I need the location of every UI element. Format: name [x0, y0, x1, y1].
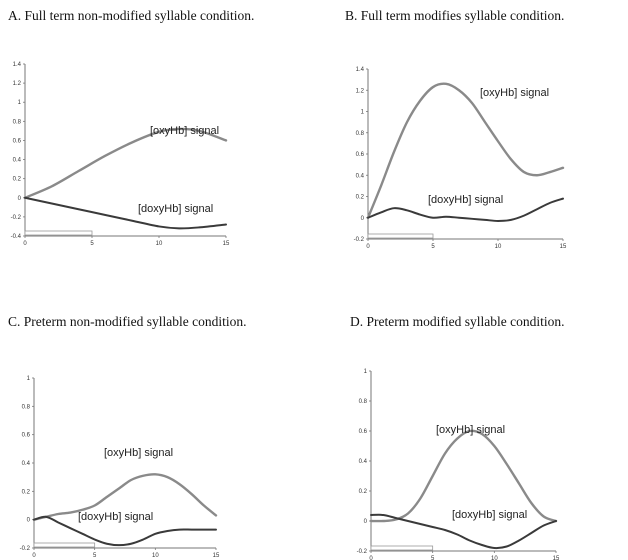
y-tick-label-c: 0.6 [22, 433, 31, 439]
y-tick-label-d: 0.2 [359, 489, 368, 495]
y-tick-label-a: 0.4 [13, 158, 22, 164]
y-tick-label-b: 1 [361, 110, 365, 116]
y-tick-label-c: -0.2 [20, 546, 31, 552]
chart-panel-c: -0.200.20.40.60.810 5 10 15[oxyHb] signal[d… [20, 376, 220, 559]
x-tick-label-d: 10 [491, 556, 498, 560]
stimulus-bar-b [367, 233, 434, 239]
y-tick-label-a: 0.6 [13, 138, 22, 144]
y-tick-label-b: 1.2 [356, 88, 365, 94]
y-tick-label-a: 1.4 [13, 62, 22, 68]
y-tick-label-c: 0 [27, 518, 31, 524]
oxy-series-line-c [32, 473, 218, 521]
x-tick-label-d: 15 [553, 556, 560, 560]
doxy-series-label-b: [doxyHb] signal [428, 194, 503, 206]
x-tick-label-a: 5 [90, 241, 94, 247]
panel-d-title: D. Preterm modified syllable condition. [350, 314, 565, 329]
doxy-series-line-a [24, 196, 227, 230]
oxy-series-label-c: [oxyHb] signal [104, 447, 173, 459]
stimulus-bar-c [33, 542, 96, 548]
x-tick-label-a: 0 [23, 241, 27, 247]
x-tick-label-b: 5 [431, 244, 435, 250]
x-tick-label-c: 5 [93, 553, 97, 559]
y-tick-label-b: 0.2 [356, 195, 365, 201]
x-tick-label-c: 15 [213, 553, 220, 559]
y-tick-label-b: 0.8 [356, 131, 365, 137]
doxy-series-label-c: [doxyHb] signal [78, 511, 153, 523]
y-tick-label-d: 0.4 [359, 459, 368, 465]
panel-b-title: B. Full term modifies syllable condition… [345, 8, 565, 23]
y-tick-label-a: -0.4 [11, 234, 22, 240]
x-tick-label-c: 10 [152, 553, 159, 559]
x-tick-label-b: 10 [495, 244, 502, 250]
oxy-series-label-d: [oxyHb] signal [436, 424, 505, 436]
y-tick-label-c: 0.4 [22, 461, 31, 467]
x-tick-label-a: 10 [156, 241, 163, 247]
y-tick-label-b: 0 [361, 216, 365, 222]
panel-a-title: A. Full term non-modified syllable condi… [8, 8, 255, 23]
y-tick-label-a: 0.8 [13, 119, 22, 125]
y-tick-label-b: 0.6 [356, 152, 365, 158]
x-tick-label-d: 5 [431, 556, 435, 560]
panel-c-title: C. Preterm non-modified syllable conditi… [8, 314, 247, 329]
oxy-series-label-b: [oxyHb] signal [480, 87, 549, 99]
doxy-series-label-d: [doxyHb] signal [452, 509, 527, 521]
x-tick-label-b: 0 [366, 244, 370, 250]
oxy-series-line-a [23, 127, 228, 199]
y-tick-label-a: 1 [18, 100, 22, 106]
chart-panel-b: -0.200.20.40.60.811.21.40 5 10 15[oxyHb] si… [354, 67, 567, 250]
y-tick-label-b: -0.2 [354, 237, 365, 243]
doxy-series-line-d [370, 513, 557, 550]
y-tick-label-c: 1 [27, 376, 31, 382]
y-tick-label-c: 0.8 [22, 404, 31, 410]
y-tick-label-d: 0.6 [359, 429, 368, 435]
x-tick-label-b: 15 [560, 244, 567, 250]
y-tick-label-b: 1.4 [356, 67, 365, 73]
stimulus-bar-a [24, 230, 93, 236]
doxy-series-label-a: [doxyHb] signal [138, 203, 213, 215]
y-tick-label-c: 0.2 [22, 489, 31, 495]
doxy-series-line-c [33, 515, 217, 547]
y-tick-label-a: 1.2 [13, 81, 22, 87]
y-tick-label-d: 0.8 [359, 399, 368, 405]
x-tick-label-d: 0 [369, 556, 373, 560]
chart-panel-a: -0.4 -0.2 0 0.2 0.4 0.6 0.8 1 1.2 1.4 0 5 10 15 [oxyHb… [11, 62, 230, 247]
x-tick-label-c: 0 [32, 553, 36, 559]
stimulus-bar-d [370, 545, 434, 551]
oxy-series-line-b [366, 82, 565, 219]
doxy-series-line-b [367, 197, 564, 222]
oxy-series-line-d [369, 429, 558, 523]
y-tick-label-b: 0.4 [356, 173, 365, 179]
chart-panel-d: -0.200.20.40.60.810 5 10 15[oxyHb] signal[d… [357, 369, 560, 560]
y-tick-label-d: -0.2 [357, 549, 368, 555]
x-tick-label-a: 15 [223, 241, 230, 247]
y-tick-label-a: -0.2 [11, 215, 22, 221]
y-tick-label-a: 0.2 [13, 177, 22, 183]
y-tick-label-d: 0 [364, 519, 368, 525]
y-tick-label-d: 1 [364, 369, 368, 375]
y-tick-label-a: 0 [18, 196, 22, 202]
oxy-series-label-a: [oxyHb] signal [150, 125, 219, 137]
